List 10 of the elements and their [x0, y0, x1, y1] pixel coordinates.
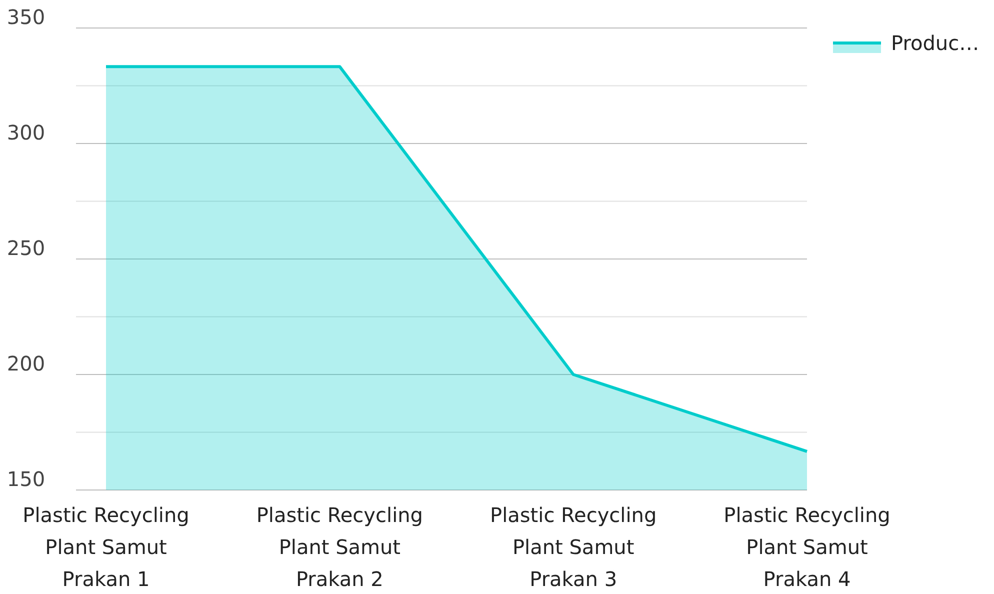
x-tick-label: Plastic Recycling Plant Samut Prakan 1: [22, 503, 190, 592]
y-tick-label: 150: [6, 467, 46, 491]
y-tick-label: 250: [6, 236, 46, 260]
y-tick-label: 300: [6, 120, 46, 144]
x-tick-label: Plastic Recycling Plant Samut Prakan 4: [724, 503, 890, 592]
y-tick-label: 200: [6, 352, 46, 376]
legend-label: Produc…: [891, 31, 980, 55]
x-tick-label: Plastic Recycling Plant Samut Prakan 2: [256, 503, 424, 592]
y-tick-label: 350: [6, 5, 46, 29]
x-tick-label: Plastic Recycling Plant Samut Prakan 3: [490, 503, 657, 592]
